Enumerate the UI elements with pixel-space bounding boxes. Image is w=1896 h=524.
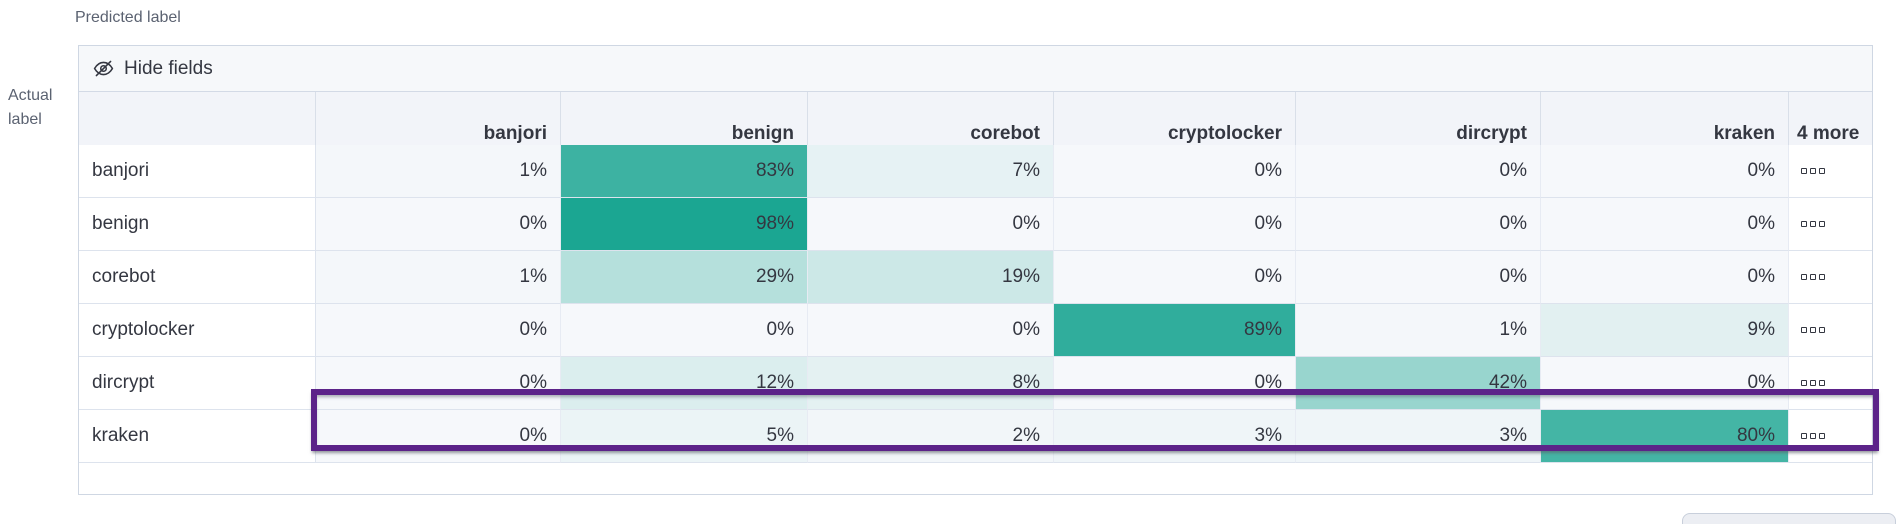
boxes-horizontal-icon <box>1810 168 1816 174</box>
cell-kraken-corebot[interactable]: 2% <box>808 410 1054 463</box>
cell-corebot-corebot[interactable]: 19% <box>808 251 1054 304</box>
row-label-cryptolocker[interactable]: cryptolocker <box>79 304 316 357</box>
cell-benign-benign[interactable]: 98% <box>561 198 808 251</box>
cell-dircrypt-banjori[interactable]: 0% <box>316 357 561 410</box>
cell-cryptolocker-dircrypt[interactable]: 1% <box>1296 304 1541 357</box>
row-label-benign[interactable]: benign <box>79 198 316 251</box>
boxes-horizontal-icon <box>1801 168 1807 174</box>
row-actions-button-corebot[interactable] <box>1789 251 1872 304</box>
cell-benign-banjori[interactable]: 0% <box>316 198 561 251</box>
confusion-matrix-table: Hide fields banjori benign corebot cryptolo… <box>78 45 1873 495</box>
cell-banjori-cryptolocker[interactable]: 0% <box>1054 145 1296 198</box>
cell-kraken-kraken[interactable]: 80% <box>1541 410 1789 463</box>
cell-benign-dircrypt[interactable]: 0% <box>1296 198 1541 251</box>
boxes-horizontal-icon <box>1819 327 1825 333</box>
cell-benign-corebot[interactable]: 0% <box>808 198 1054 251</box>
cell-dircrypt-corebot[interactable]: 8% <box>808 357 1054 410</box>
boxes-horizontal-icon <box>1819 380 1825 386</box>
horizontal-scrollbar-thumb[interactable] <box>1682 513 1896 524</box>
cell-corebot-benign[interactable]: 29% <box>561 251 808 304</box>
cell-benign-kraken[interactable]: 0% <box>1541 198 1789 251</box>
cell-dircrypt-cryptolocker[interactable]: 0% <box>1054 357 1296 410</box>
grid-toolbar: Hide fields <box>79 46 1872 92</box>
row-actions-button-kraken[interactable] <box>1789 410 1872 463</box>
eye-closed-icon <box>93 60 114 77</box>
boxes-horizontal-icon <box>1810 274 1816 280</box>
boxes-horizontal-icon <box>1801 380 1807 386</box>
cell-kraken-cryptolocker[interactable]: 3% <box>1054 410 1296 463</box>
cell-corebot-cryptolocker[interactable]: 0% <box>1054 251 1296 304</box>
boxes-horizontal-icon <box>1801 433 1807 439</box>
cell-banjori-benign[interactable]: 83% <box>561 145 808 198</box>
cell-cryptolocker-cryptolocker[interactable]: 89% <box>1054 304 1296 357</box>
boxes-horizontal-icon <box>1810 380 1816 386</box>
cell-cryptolocker-kraken[interactable]: 9% <box>1541 304 1789 357</box>
cell-cryptolocker-benign[interactable]: 0% <box>561 304 808 357</box>
cell-kraken-dircrypt[interactable]: 3% <box>1296 410 1541 463</box>
actual-label-line1: Actual <box>8 87 53 104</box>
row-label-banjori[interactable]: banjori <box>79 145 316 198</box>
boxes-horizontal-icon <box>1801 274 1807 280</box>
cell-benign-cryptolocker[interactable]: 0% <box>1054 198 1296 251</box>
boxes-horizontal-icon <box>1819 433 1825 439</box>
row-actions-button-banjori[interactable] <box>1789 145 1872 198</box>
boxes-horizontal-icon <box>1819 274 1825 280</box>
cell-banjori-kraken[interactable]: 0% <box>1541 145 1789 198</box>
boxes-horizontal-icon <box>1801 221 1807 227</box>
boxes-horizontal-icon <box>1819 168 1825 174</box>
cell-kraken-benign[interactable]: 5% <box>561 410 808 463</box>
cell-cryptolocker-banjori[interactable]: 0% <box>316 304 561 357</box>
predicted-label-axis-title: Predicted label <box>75 9 181 26</box>
boxes-horizontal-icon <box>1810 433 1816 439</box>
row-actions-button-benign[interactable] <box>1789 198 1872 251</box>
cell-corebot-dircrypt[interactable]: 0% <box>1296 251 1541 304</box>
cell-kraken-banjori[interactable]: 0% <box>316 410 561 463</box>
actual-label-axis-title: Actual label <box>8 84 68 132</box>
actual-label-line2: label <box>8 111 42 128</box>
boxes-horizontal-icon <box>1810 221 1816 227</box>
cell-dircrypt-benign[interactable]: 12% <box>561 357 808 410</box>
cell-banjori-corebot[interactable]: 7% <box>808 145 1054 198</box>
boxes-horizontal-icon <box>1801 327 1807 333</box>
row-actions-button-cryptolocker[interactable] <box>1789 304 1872 357</box>
cell-banjori-banjori[interactable]: 1% <box>316 145 561 198</box>
row-label-kraken[interactable]: kraken <box>79 410 316 463</box>
row-actions-button-dircrypt[interactable] <box>1789 357 1872 410</box>
row-label-corebot[interactable]: corebot <box>79 251 316 304</box>
cell-dircrypt-kraken[interactable]: 0% <box>1541 357 1789 410</box>
cell-banjori-dircrypt[interactable]: 0% <box>1296 145 1541 198</box>
confusion-matrix-grid: banjori benign corebot cryptolocker dircrypt… <box>79 92 1872 463</box>
boxes-horizontal-icon <box>1810 327 1816 333</box>
boxes-horizontal-icon <box>1819 221 1825 227</box>
cell-corebot-kraken[interactable]: 0% <box>1541 251 1789 304</box>
cell-corebot-banjori[interactable]: 1% <box>316 251 561 304</box>
cell-dircrypt-dircrypt[interactable]: 42% <box>1296 357 1541 410</box>
cell-cryptolocker-corebot[interactable]: 0% <box>808 304 1054 357</box>
hide-fields-button[interactable]: Hide fields <box>79 58 213 80</box>
row-label-dircrypt[interactable]: dircrypt <box>79 357 316 410</box>
hide-fields-label: Hide fields <box>124 57 213 79</box>
